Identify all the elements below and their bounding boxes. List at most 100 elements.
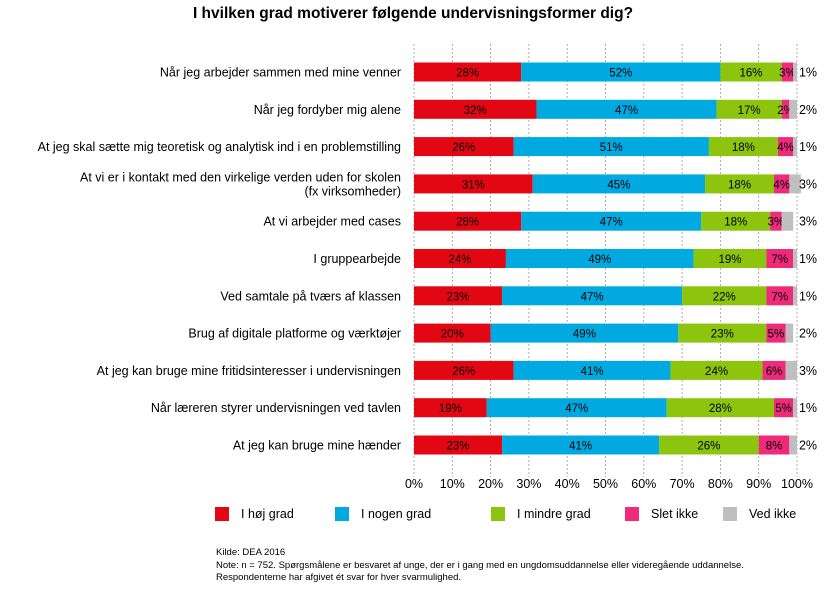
category-label: Ved samtale på tværs af klassen bbox=[220, 289, 401, 303]
data-label: 28% bbox=[456, 217, 479, 229]
data-label: 49% bbox=[588, 254, 611, 266]
bar-segment bbox=[766, 249, 794, 268]
x-tick-label: 30% bbox=[516, 477, 541, 491]
data-label: 47% bbox=[581, 291, 604, 303]
data-label: 3% bbox=[799, 215, 817, 229]
bar-segment bbox=[758, 435, 790, 455]
bar-segment bbox=[766, 323, 786, 343]
legend-label: Slet ikke bbox=[651, 507, 699, 521]
bar-segment bbox=[770, 211, 782, 231]
category-label: At vi arbejder med cases bbox=[263, 215, 401, 229]
data-label: 2% bbox=[799, 103, 817, 117]
data-label: 3% bbox=[799, 177, 817, 191]
bar-segment bbox=[766, 286, 794, 306]
data-label: 51% bbox=[600, 142, 623, 154]
bar-segment bbox=[693, 249, 767, 268]
bar-segment bbox=[777, 137, 794, 157]
x-tick-label: 0% bbox=[405, 477, 423, 491]
data-label: 6% bbox=[766, 366, 783, 378]
bar-segment bbox=[502, 286, 683, 306]
data-label: 1% bbox=[799, 66, 817, 80]
category-label: I gruppearbejde bbox=[313, 252, 401, 266]
data-label: 52% bbox=[609, 68, 632, 80]
bar-segment bbox=[414, 398, 487, 418]
bar-segment bbox=[414, 137, 514, 157]
chart-title: I hvilken grad motiverer følgende underv… bbox=[192, 5, 634, 22]
data-label: 4% bbox=[773, 179, 790, 191]
bar-segment bbox=[762, 360, 786, 380]
data-label: 23% bbox=[711, 329, 734, 341]
bar-segment bbox=[513, 137, 709, 157]
legend-item: I høj grad bbox=[215, 507, 294, 521]
data-label: 23% bbox=[447, 291, 470, 303]
data-label: 7% bbox=[771, 291, 788, 303]
bar-segment bbox=[682, 286, 767, 306]
data-label: 19% bbox=[718, 254, 741, 266]
bar-segment bbox=[789, 99, 797, 119]
bar-segment bbox=[670, 360, 763, 380]
data-label: 45% bbox=[607, 179, 630, 191]
category-labels: Når jeg arbejder sammen med mine venner N… bbox=[38, 66, 401, 453]
bar-segment bbox=[793, 249, 797, 268]
x-tick-label: 60% bbox=[631, 477, 656, 491]
data-label: 20% bbox=[441, 329, 464, 341]
legend-label: I mindre grad bbox=[517, 507, 591, 521]
bar-segment bbox=[793, 62, 797, 82]
bar-segment bbox=[774, 174, 790, 194]
bar-segment bbox=[716, 99, 782, 119]
bar-segment bbox=[414, 286, 503, 306]
bar-segment bbox=[720, 62, 782, 82]
bar-segment bbox=[785, 323, 794, 343]
bar-segment bbox=[414, 99, 537, 119]
category-label: (fx virksomheder) bbox=[304, 184, 401, 198]
data-label: 41% bbox=[569, 441, 592, 453]
data-label: 18% bbox=[732, 142, 755, 154]
bar-segment bbox=[701, 211, 771, 231]
bar-segment bbox=[490, 323, 679, 343]
data-label: 1% bbox=[799, 289, 817, 303]
bar-segment bbox=[486, 398, 667, 418]
bars: 28% 52% 16% 3% 1%32% 47% 17% 2% 2%26% 51% 18% 4% 1%3… bbox=[414, 62, 817, 455]
data-label: 17% bbox=[738, 105, 761, 117]
bar-segment bbox=[414, 174, 533, 194]
bar-segment bbox=[708, 137, 778, 157]
category-label: At jeg skal sætte mig teoretisk og analy… bbox=[38, 140, 401, 154]
legend-swatch bbox=[723, 507, 737, 521]
x-tick-label: 90% bbox=[746, 477, 771, 491]
data-label: 5% bbox=[768, 329, 785, 341]
bar-segment bbox=[532, 174, 706, 194]
category-label: Når jeg arbejder sammen med mine venner bbox=[160, 66, 401, 80]
category-label: At jeg kan bruge mine hænder bbox=[233, 439, 401, 453]
data-label: 1% bbox=[799, 401, 817, 415]
data-label: 47% bbox=[600, 217, 623, 229]
x-tick-label: 10% bbox=[440, 477, 465, 491]
bar-segment bbox=[678, 323, 767, 343]
legend-item: Ved ikke bbox=[723, 507, 796, 521]
bar-segment bbox=[789, 435, 797, 455]
bar-segment bbox=[705, 174, 775, 194]
data-label: 2% bbox=[799, 439, 817, 453]
data-label: 7% bbox=[771, 254, 788, 266]
bar-segment bbox=[502, 435, 660, 455]
data-label: 26% bbox=[452, 142, 475, 154]
data-label: 49% bbox=[573, 329, 596, 341]
bar-segment bbox=[781, 62, 794, 82]
data-label: 24% bbox=[448, 254, 471, 266]
bar-segment bbox=[659, 435, 759, 455]
bar-segment bbox=[414, 360, 514, 380]
data-label: 47% bbox=[565, 403, 588, 415]
legend-swatch bbox=[491, 507, 505, 521]
bar-segment bbox=[513, 360, 671, 380]
source-note: Kilde: DEA 2016 bbox=[216, 547, 286, 558]
category-label: At vi er i kontakt med den virkelige ver… bbox=[80, 170, 401, 184]
data-label: 19% bbox=[439, 403, 462, 415]
data-label: 8% bbox=[766, 441, 783, 453]
note-line-1: Note: n = 752. Spørgsmålene er besvaret … bbox=[216, 559, 744, 571]
note-line-2: Respondenterne har afgivet ét svar for h… bbox=[216, 572, 462, 583]
bar-segment bbox=[505, 249, 694, 268]
data-label: 23% bbox=[447, 441, 470, 453]
x-tick-label: 100% bbox=[781, 477, 813, 491]
bar-segment bbox=[536, 99, 717, 119]
data-label: 31% bbox=[462, 179, 485, 191]
data-label: 3% bbox=[799, 364, 817, 378]
